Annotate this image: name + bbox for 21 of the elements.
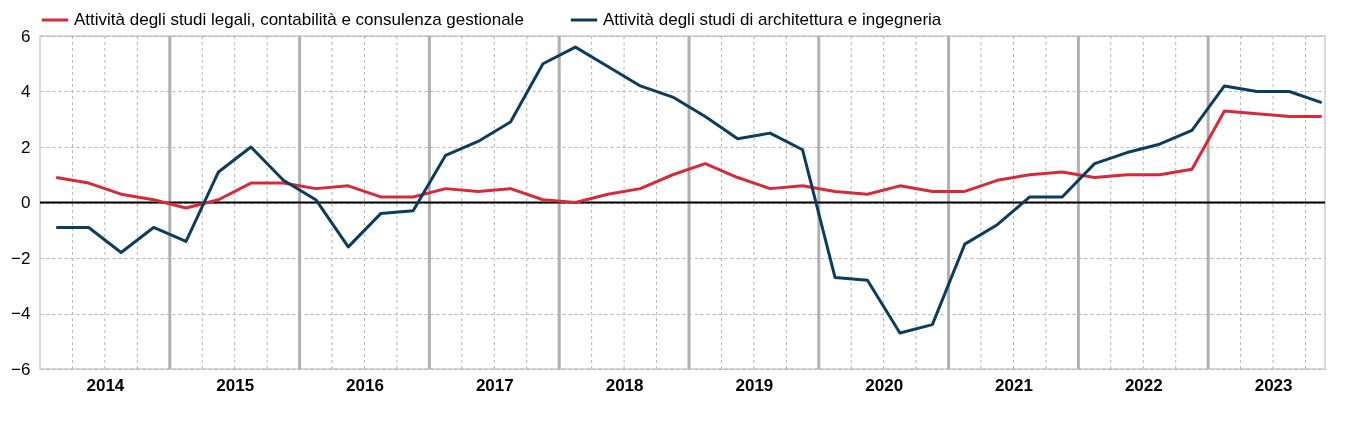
y-tick-label: 2 xyxy=(21,137,31,157)
y-tick-label: 6 xyxy=(21,26,31,46)
x-tick-label: 2022 xyxy=(1124,375,1163,395)
y-tick-label: −2 xyxy=(11,248,31,268)
x-tick-label: 2021 xyxy=(995,375,1033,395)
line-series xyxy=(54,109,1324,210)
x-tick-label: 2023 xyxy=(1254,375,1293,395)
y-tick-label: 4 xyxy=(21,82,31,101)
x-tick-label: 2018 xyxy=(605,375,644,395)
x-tick-label: 2019 xyxy=(735,375,774,395)
y-tick-label: −6 xyxy=(11,359,31,379)
y-tick-label: 0 xyxy=(21,193,31,212)
line-series xyxy=(54,45,1324,335)
legend-label: Attività degli studi legali, contabilità e consulenza gestionale xyxy=(74,10,524,29)
y-tick-label: −4 xyxy=(11,304,31,323)
x-tick-label: 2020 xyxy=(865,375,904,395)
x-tick-label: 2017 xyxy=(475,375,514,395)
x-tick-label: 2014 xyxy=(86,375,125,395)
x-tick-label: 2016 xyxy=(346,375,384,395)
legend-label: Attività degli studi di architettura e ingegneria xyxy=(603,10,942,29)
x-tick-label: 2015 xyxy=(216,375,255,395)
